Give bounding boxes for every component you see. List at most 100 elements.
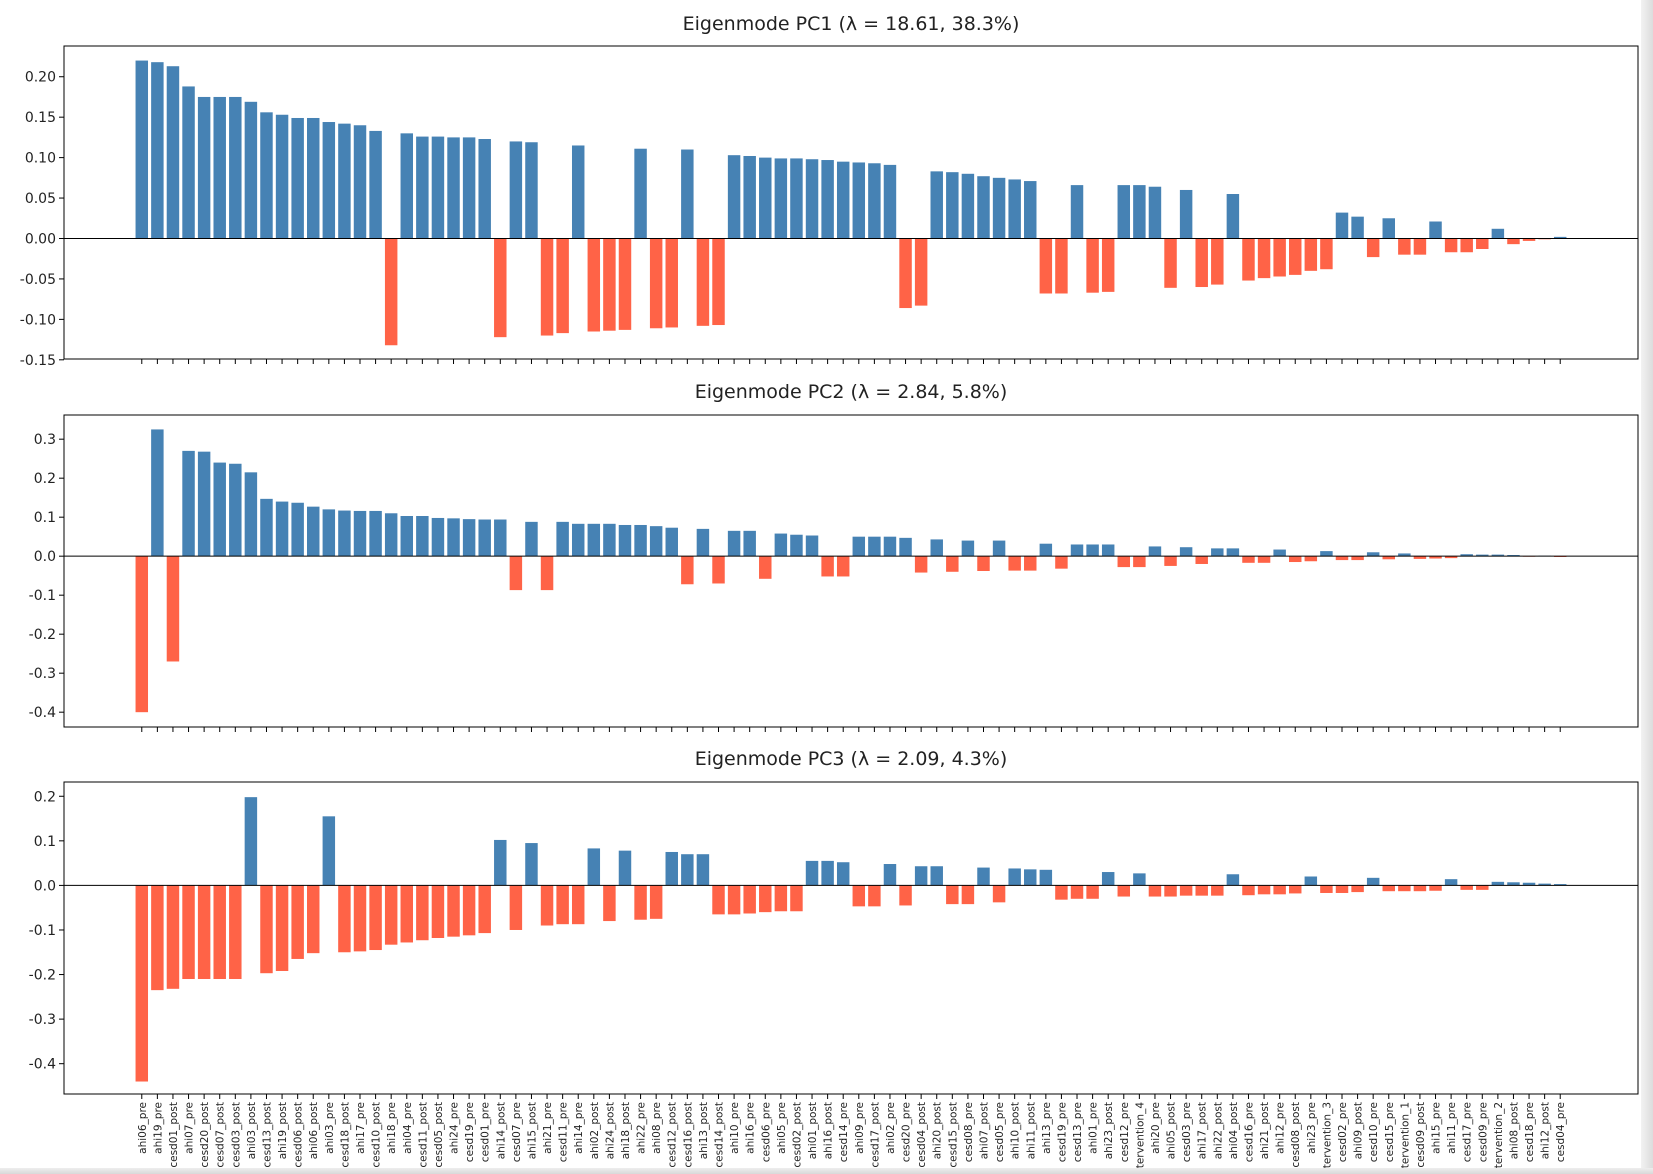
x-tick-label: ahi19_pre	[152, 1102, 164, 1154]
x-tick-label: cesd03_post	[230, 1102, 242, 1168]
x-tick-label: cesd17_post	[869, 1102, 881, 1168]
bar-3-ahi20_pre	[1148, 885, 1162, 897]
bar-2-ahi08_pre	[649, 526, 663, 557]
bar-1-cesd10_post	[369, 130, 382, 239]
x-tick-label: ahi20_post	[932, 1102, 944, 1159]
x-tick-label: ahi07_pre	[184, 1102, 196, 1154]
x-tick-label: ahi21_pre	[542, 1102, 554, 1154]
bar-3-cesd11_pre	[556, 885, 569, 925]
bar-2-cesd16_pre	[1242, 556, 1255, 563]
x-tick-label: ahi12_post	[1540, 1102, 1552, 1159]
bar-3-cesd05_pre	[992, 885, 1006, 903]
bar-2-ahi24_pre	[447, 518, 460, 557]
bar-1-ahi12_pre	[1273, 238, 1286, 277]
x-tick-label: ahi11_pre	[1446, 1102, 1458, 1154]
bar-3-cesd20_pre	[899, 885, 912, 906]
bar-1-cesd03_pre	[1179, 189, 1193, 239]
bar-2-ahi21_pre	[540, 556, 554, 591]
x-tick-label: cesd17_pre	[1462, 1102, 1474, 1162]
y-tick-label: 0.1	[34, 834, 56, 850]
bar-1-cesd03_post	[229, 96, 242, 239]
bar-2-ahi10_pre	[727, 530, 741, 557]
x-tick-label: cesd20_post	[199, 1102, 211, 1168]
bar-1-cesd11_pre	[556, 238, 569, 334]
x-tick-label: ahi02_pre	[885, 1102, 897, 1154]
x-tick-label: cesd15_post	[947, 1102, 959, 1168]
x-tick-label: ahi05_post	[1166, 1102, 1178, 1159]
bar-3-ahi16_post	[821, 860, 834, 886]
bar-2-cesd15_post	[946, 556, 959, 572]
bar-3-cesd09_pre	[1476, 885, 1489, 890]
x-tick-label: ahi16_pre	[745, 1102, 757, 1154]
bar-1-ahi24_pre	[447, 137, 460, 239]
bar-3-ahi01_post	[805, 860, 819, 886]
bar-2-cesd13_pre	[1070, 544, 1084, 557]
bar-2-cesd17_pre	[1460, 554, 1473, 557]
bar-2-ahi03_pre	[322, 509, 336, 557]
x-tick-label: ahi01_pre	[1088, 1102, 1100, 1154]
bar-3-cesd03_pre	[1179, 885, 1193, 896]
x-tick-label: ahi06_pre	[137, 1102, 149, 1154]
bar-1-ahi03_pre	[322, 122, 336, 239]
bar-1-ahi14_pre	[571, 145, 585, 239]
y-tick-label: 0.20	[25, 70, 56, 86]
bar-3-cesd06_post	[291, 885, 304, 959]
bar-3-ahi09_post	[1351, 885, 1364, 893]
bar-1-cesd02_post	[790, 158, 803, 239]
bar-2-cesd20_post	[197, 451, 211, 557]
bar-2-intervention_1	[1398, 553, 1411, 557]
bar-2-cesd01_post	[166, 556, 180, 662]
x-tick-label: cesd06_post	[293, 1102, 305, 1168]
y-tick-label: -0.1	[29, 923, 56, 939]
x-tick-label: ahi24_post	[604, 1102, 616, 1159]
bar-1-cesd05_pre	[992, 177, 1006, 239]
bar-3-ahi04_post	[1226, 874, 1240, 886]
bar-1-cesd06_pre	[759, 157, 772, 239]
bar-2-ahi13_pre	[1039, 543, 1053, 557]
axes-frame	[63, 414, 1639, 728]
bar-2-cesd08_post	[1289, 556, 1302, 563]
bar-3-ahi11_pre	[1444, 879, 1458, 886]
bar-3-ahi05_pre	[774, 885, 788, 912]
bar-3-cesd18_pre	[1522, 882, 1536, 886]
bar-2-cesd18_post	[338, 510, 351, 557]
y-tick-label: 0.1	[34, 510, 56, 526]
bar-2-ahi08_post	[1507, 555, 1520, 557]
bar-3-cesd19_pre	[1055, 885, 1068, 900]
x-tick-label: cesd16_pre	[1243, 1102, 1255, 1162]
bar-1-ahi04_post	[1226, 194, 1240, 239]
x-tick-label: ahi02_post	[589, 1102, 601, 1159]
bar-3-ahi09_pre	[852, 885, 866, 907]
x-tick-label: cesd20_pre	[901, 1102, 913, 1162]
bar-2-cesd02_post	[790, 534, 803, 557]
y-tick-label: -0.10	[20, 312, 56, 328]
bar-1-ahi21_post	[1257, 238, 1271, 279]
bar-3-cesd17_pre	[1460, 885, 1473, 890]
bar-3-ahi23_pre	[1304, 876, 1318, 886]
x-tick-label: ahi15_pre	[1431, 1102, 1443, 1154]
bar-3-ahi10_post	[1008, 868, 1021, 886]
bar-3-ahi06_pre	[135, 885, 149, 1082]
bar-1-cesd09_pre	[1476, 238, 1489, 250]
bar-2-ahi13_post	[696, 528, 710, 557]
bar-1-intervention_2	[1491, 228, 1505, 239]
window-edge	[1641, 0, 1653, 1174]
bar-1-cesd18_post	[338, 123, 351, 239]
bar-2-cesd12_pre	[1117, 556, 1131, 568]
bar-3-ahi01_pre	[1086, 885, 1099, 899]
x-tick-label: ahi08_pre	[651, 1102, 663, 1154]
bar-3-ahi02_pre	[883, 864, 897, 886]
bar-3-ahi16_pre	[743, 885, 756, 914]
bar-1-ahi01_post	[805, 159, 819, 239]
x-tick-label: cesd19_pre	[464, 1102, 476, 1162]
bar-1-ahi05_pre	[774, 158, 788, 239]
bar-1-intervention_4	[1133, 185, 1146, 239]
bar-2-cesd14_post	[712, 556, 725, 584]
x-tick-label: cesd13_post	[261, 1102, 273, 1168]
y-tick-label: -0.05	[20, 272, 56, 288]
bar-2-cesd12_post	[665, 527, 678, 557]
bar-1-ahi11_post	[1024, 181, 1037, 239]
bar-2-cesd20_pre	[899, 537, 912, 557]
bar-1-cesd17_pre	[1460, 238, 1473, 253]
bar-3-ahi22_pre	[634, 885, 647, 920]
